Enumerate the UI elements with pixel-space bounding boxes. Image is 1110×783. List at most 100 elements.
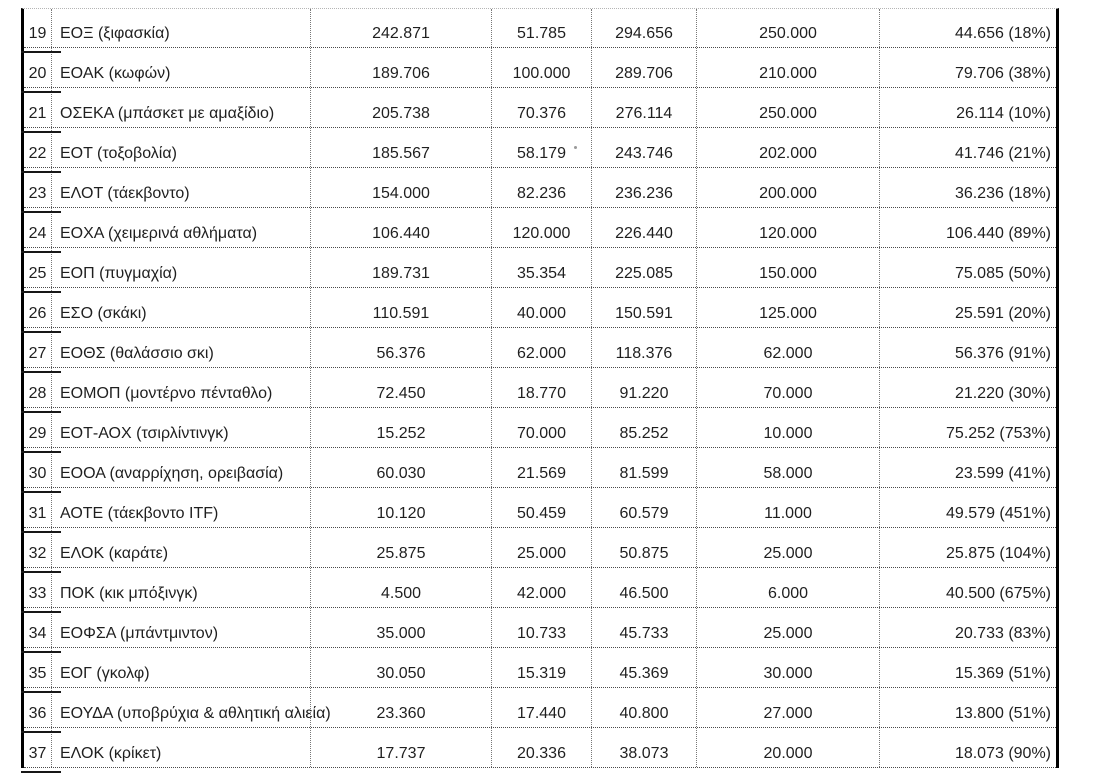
- table-row: 30 ΕΟΟΑ (αναρρίχηση, ορειβασία) 60.030 21.5…: [21, 448, 1056, 493]
- federation-name-cell: ΕΟΠ (πυγμαχία): [52, 248, 311, 287]
- row-number-underline: [21, 691, 61, 693]
- federation-name-cell: ΕΟΦΣΑ (μπάντμιντον): [52, 608, 311, 647]
- funding-table: 19 ΕΟΞ (ξιφασκία) 242.871 51.785 294.656 250.…: [21, 8, 1059, 773]
- value-cell: 60.579: [592, 488, 697, 527]
- row-number-cell: 24: [24, 208, 52, 247]
- value-cell: 15.252: [311, 408, 492, 447]
- value-cell: 189.731: [311, 248, 492, 287]
- row-number-underline: [21, 331, 61, 333]
- federation-name-cell: ΕΟΤ (τοξοβολία): [52, 128, 311, 167]
- value-cell: 25.000: [697, 528, 880, 567]
- row-number-underline: [21, 731, 61, 733]
- federation-name-cell: ΕΛΟΚ (κρίκετ): [52, 728, 311, 767]
- value-cell: 49.579 (451%): [946, 505, 1051, 522]
- federation-name-cell: ΕΟΑΚ (κωφών): [52, 48, 311, 87]
- value-cell: 45.733: [592, 608, 697, 647]
- value-cell: 50.459: [492, 488, 592, 527]
- value-cell: 200.000: [697, 168, 880, 207]
- value-cell: 11.000: [697, 488, 880, 527]
- value-cell: 30.050: [311, 648, 492, 687]
- value-cell: 36.236 (18%): [954, 185, 1051, 202]
- value-cell: 51.785: [492, 9, 592, 47]
- row-number-underline: [21, 531, 61, 533]
- value-cell: 18.073 (90%): [954, 745, 1051, 762]
- row-number-underline: [21, 411, 61, 413]
- value-cell: 60.030: [311, 448, 492, 487]
- row-number-cell: 23: [24, 168, 52, 207]
- row-number-underline: [21, 651, 61, 653]
- value-cell: 41.746 (21%): [954, 145, 1051, 162]
- value-cell: 189.706: [311, 48, 492, 87]
- table-row: 36 ΕΟΥΔΑ (υποβρύχια & αθλητική αλιεία) 23.…: [21, 688, 1056, 733]
- row-number-cell: 25: [24, 248, 52, 287]
- value-cell: 58.179: [492, 128, 592, 167]
- table-row: 23 ΕΛΟΤ (τάεκβοντο) 154.000 82.236 236.236 20…: [21, 168, 1056, 213]
- value-cell: 294.656: [592, 9, 697, 47]
- federation-name-cell: ΕΟΘΣ (θαλάσσιο σκι): [52, 328, 311, 367]
- row-number-underline: [21, 371, 61, 373]
- value-cell: 210.000: [697, 48, 880, 87]
- value-cell: 20.000: [697, 728, 880, 767]
- row-number-cell: 20: [24, 48, 52, 87]
- value-cell: 70.000: [697, 368, 880, 407]
- value-cell: 35.354: [492, 248, 592, 287]
- table-row: 26 ΕΣΟ (σκάκι) 110.591 40.000 150.591 125.000…: [21, 288, 1056, 333]
- value-cell: 25.000: [697, 608, 880, 647]
- value-cell: 106.440 (89%): [946, 225, 1051, 242]
- value-cell: 25.875 (104%): [946, 545, 1051, 562]
- value-cell: 62.000: [697, 328, 880, 367]
- value-cell: 225.085: [592, 248, 697, 287]
- value-cell: 10.000: [697, 408, 880, 447]
- value-cell: 118.376: [592, 328, 697, 367]
- value-cell: 44.656 (18%): [954, 25, 1051, 42]
- table-row: 25 ΕΟΠ (πυγμαχία) 189.731 35.354 225.085 150.…: [21, 248, 1056, 293]
- value-cell: 30.000: [697, 648, 880, 687]
- value-cell: 243.746: [592, 128, 697, 167]
- federation-name-cell: ΕΟΞ (ξιφασκία): [52, 9, 311, 47]
- value-cell: 62.000: [492, 328, 592, 367]
- federation-name-cell: ΕΛΟΤ (τάεκβοντο): [52, 168, 311, 207]
- value-cell: 56.376: [311, 328, 492, 367]
- value-cell: 242.871: [311, 9, 492, 47]
- federation-name-cell: ΕΟΥΔΑ (υποβρύχια & αθλητική αλιεία): [52, 688, 331, 727]
- federation-name-cell: ΕΟΤ-ΑΟΧ (τσιρλίντινγκ): [52, 408, 311, 447]
- row-number-underline: [21, 291, 61, 293]
- row-number-cell: 33: [24, 568, 52, 607]
- value-cell: 85.252: [592, 408, 697, 447]
- row-number-underline: [21, 171, 61, 173]
- row-number-cell: 35: [24, 648, 52, 687]
- row-number-underline: [21, 91, 61, 93]
- federation-name-cell: ΕΟΜΟΠ (μοντέρνο πένταθλο): [52, 368, 311, 407]
- value-cell: 25.875: [311, 528, 492, 567]
- value-cell: 40.800: [592, 688, 697, 727]
- value-cell: 20.733 (83%): [954, 625, 1051, 642]
- row-number-underline: [21, 451, 61, 453]
- value-cell: 40.000: [492, 288, 592, 327]
- row-number-underline: [21, 571, 61, 573]
- value-cell: 150.000: [697, 248, 880, 287]
- table-row: 21 ΟΣΕΚΑ (μπάσκετ με αμαξίδιο) 205.738 70.3…: [21, 88, 1056, 133]
- value-cell: 100.000: [492, 48, 592, 87]
- table-row: 19 ΕΟΞ (ξιφασκία) 242.871 51.785 294.656 250.…: [21, 9, 1056, 53]
- value-cell: 17.737: [311, 728, 492, 767]
- table-row: 28 ΕΟΜΟΠ (μοντέρνο πένταθλο) 72.450 18.770 9…: [21, 368, 1056, 413]
- federation-name-cell: ΕΛΟΚ (καράτε): [52, 528, 311, 567]
- federation-name-cell: ΕΟΟΑ (αναρρίχηση, ορειβασία): [52, 448, 311, 487]
- value-cell: 20.336: [492, 728, 592, 767]
- value-cell: 6.000: [697, 568, 880, 607]
- federation-name-cell: ΑΟΤΕ (τάεκβοντο ITF): [52, 488, 311, 527]
- value-cell: 91.220: [592, 368, 697, 407]
- row-number-cell: 32: [24, 528, 52, 567]
- value-cell: 56.376 (91%): [954, 345, 1051, 362]
- value-cell: 38.073: [592, 728, 697, 767]
- row-number-cell: 30: [24, 448, 52, 487]
- federation-name-cell: ΟΣΕΚΑ (μπάσκετ με αμαξίδιο): [52, 88, 311, 127]
- value-cell: 21.220 (30%): [954, 385, 1051, 402]
- value-cell: 205.738: [311, 88, 492, 127]
- table-row: 22 ΕΟΤ (τοξοβολία) 185.567 58.179 243.746 202…: [21, 128, 1056, 173]
- value-cell: 46.500: [592, 568, 697, 607]
- row-number-underline: [21, 771, 61, 773]
- value-cell: 110.591: [311, 288, 492, 327]
- value-cell: 10.120: [311, 488, 492, 527]
